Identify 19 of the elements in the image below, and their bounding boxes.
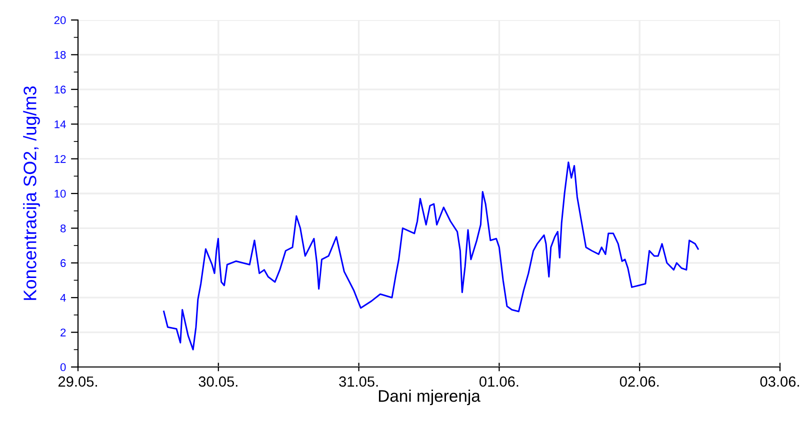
x-tick-label: 03.06. [760, 376, 799, 387]
y-tick-label: 12 [54, 155, 66, 163]
x-tick-label: 02.06. [620, 376, 659, 387]
y-tick-label: 10 [54, 190, 66, 198]
y-tick-label: 16 [54, 86, 66, 94]
x-tick-label: 30.05. [198, 376, 238, 387]
y-tick-label: 2 [60, 328, 66, 336]
y-tick-label: 18 [54, 50, 66, 59]
y-tick-label: 8 [60, 224, 66, 232]
x-tick-label: 31.05. [339, 376, 378, 387]
y-axis-title: Koncentracija SO2, /ug/m3 [23, 86, 40, 300]
x-tick-label: 01.06. [480, 376, 518, 387]
y-tick-label: 14 [54, 120, 66, 128]
x-axis-title: Dani mjerenja [378, 390, 480, 406]
x-tick-label: 29.05. [58, 376, 97, 387]
y-tick-label: 4 [60, 294, 66, 302]
y-tick-label: 20 [54, 16, 66, 24]
y-tick-label: 6 [60, 259, 66, 268]
y-tick-label: 0 [60, 363, 66, 372]
